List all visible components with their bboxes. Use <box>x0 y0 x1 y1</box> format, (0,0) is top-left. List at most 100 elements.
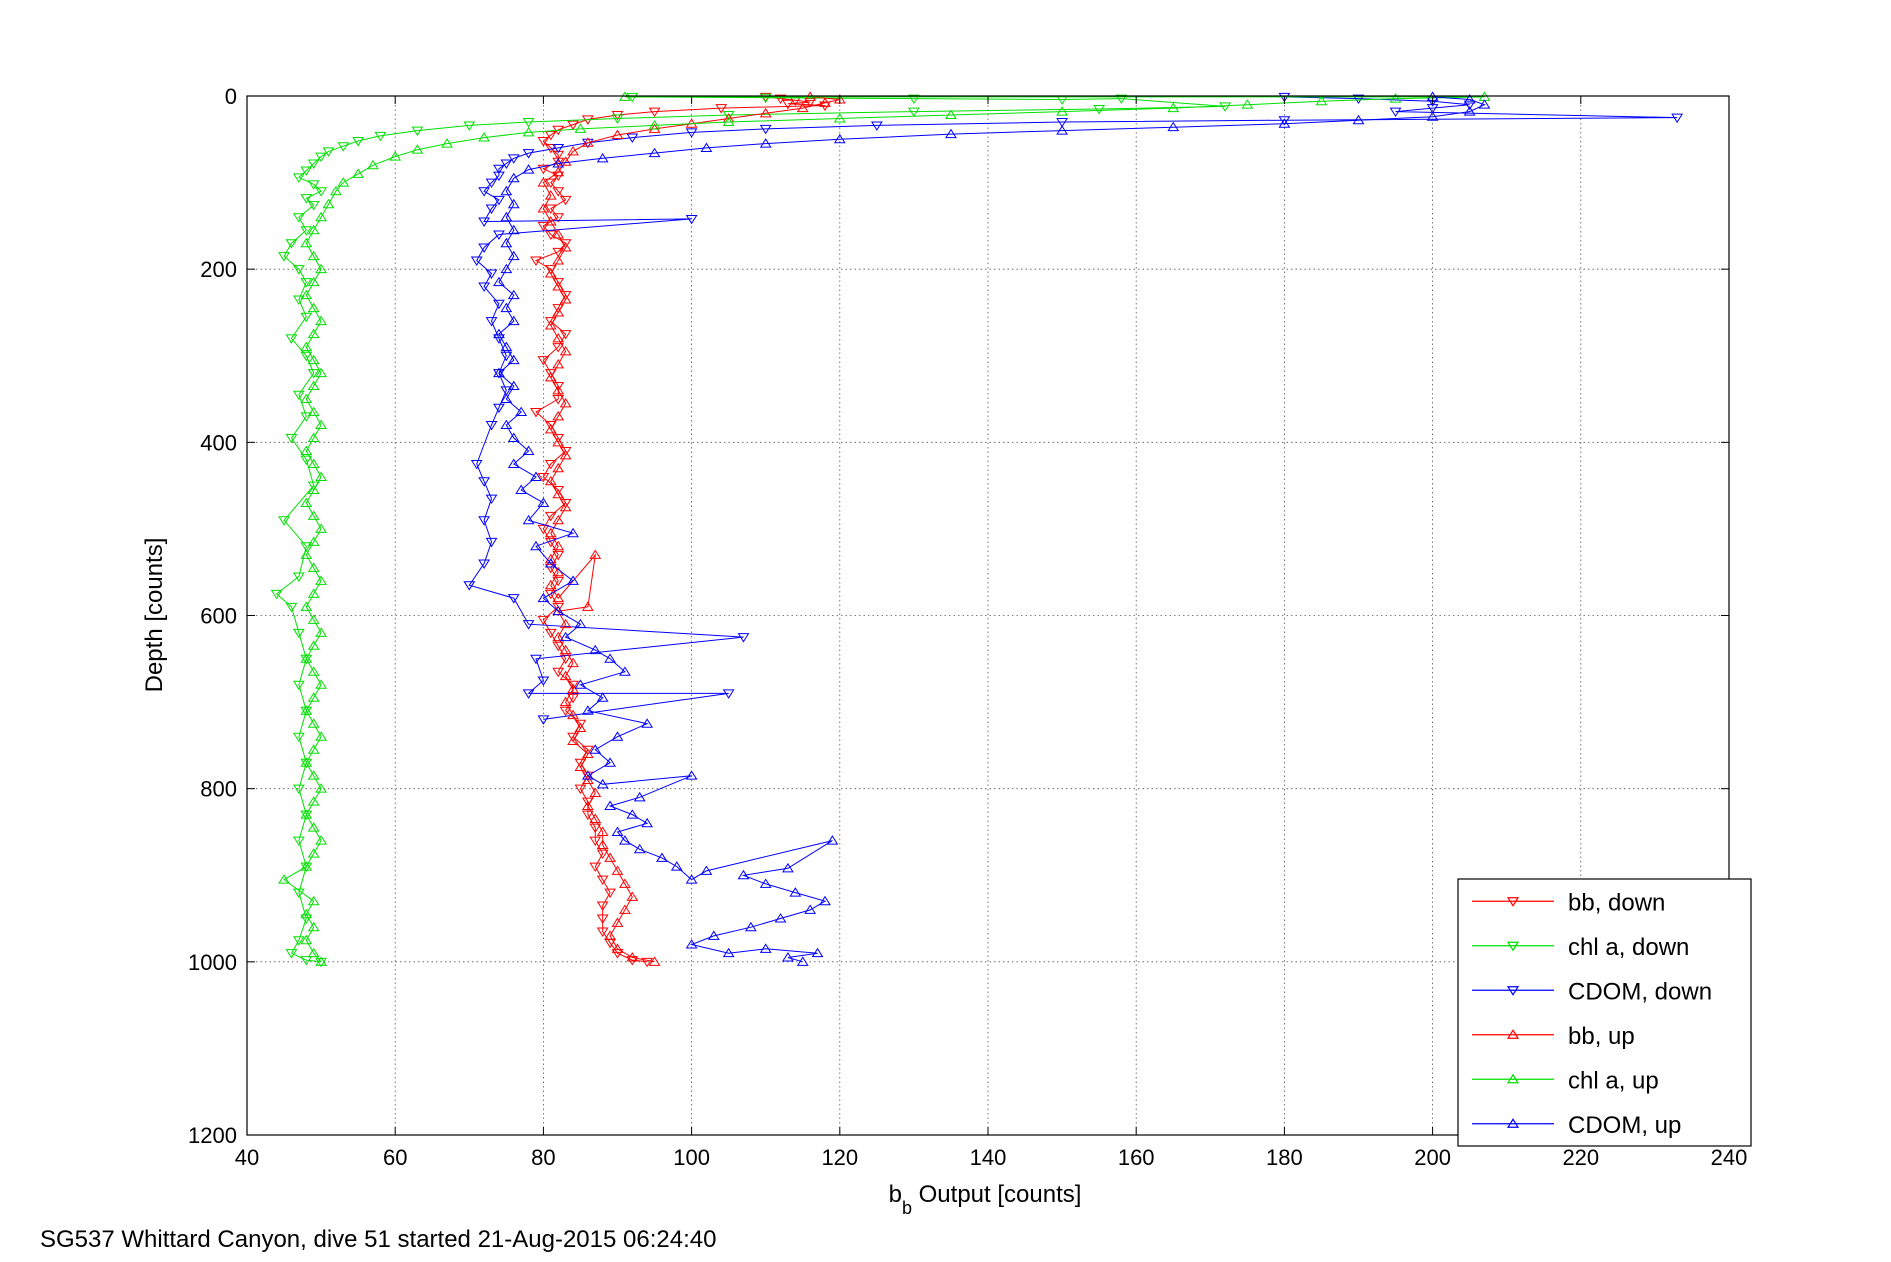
data-point-bb-up <box>552 332 565 343</box>
data-point-chl-a-up <box>300 757 313 767</box>
data-point-cdom-up <box>507 172 520 183</box>
data-point-chl-a-down <box>611 114 624 124</box>
data-point-cdom-up <box>500 263 513 274</box>
y-tick-label: 0 <box>225 84 237 109</box>
data-point-bb-down <box>774 94 787 105</box>
data-point-bb-down <box>552 150 565 161</box>
data-point-bb-up <box>544 320 557 330</box>
data-point-chl-a-down <box>307 180 320 190</box>
data-point-bb-up <box>537 203 550 213</box>
data-point-cdom-up <box>500 237 513 248</box>
data-point-cdom-up <box>507 224 520 235</box>
data-point-chl-a-down <box>300 956 313 966</box>
data-point-chl-a-up <box>300 445 313 455</box>
data-point-cdom-down <box>722 689 735 699</box>
data-point-chl-a-down <box>285 239 298 249</box>
data-point-chl-a-down <box>907 107 920 118</box>
data-point-chl-a-down <box>722 111 735 121</box>
data-point-chl-a-up <box>315 523 328 533</box>
series-cdom-down <box>463 92 1684 725</box>
axis-ticks: 40 60 80 100 120 140 160 180 200 220 240 0 200 400 600… <box>188 84 1747 1170</box>
data-point-cdom-up <box>819 895 831 906</box>
data-point-bb-up <box>552 540 565 551</box>
data-point-chl-a-down <box>300 226 313 236</box>
data-point-chl-a-down <box>278 516 290 526</box>
data-point-bb-up <box>544 268 557 278</box>
data-point-bb-up <box>581 137 594 147</box>
data-point-chl-a-up <box>648 119 661 130</box>
data-point-bb-up <box>552 229 565 239</box>
data-point-bb-down <box>552 602 565 613</box>
data-point-bb-up <box>544 553 557 564</box>
data-point-chl-a-down <box>278 252 290 262</box>
data-point-bb-up <box>559 670 572 681</box>
data-point-bb-up <box>567 735 579 746</box>
data-point-chl-a-up <box>307 921 320 932</box>
data-point-cdom-down <box>500 386 513 396</box>
data-point-chl-a-down <box>300 758 313 769</box>
data-point-chl-a-up <box>833 113 846 123</box>
data-point-cdom-down <box>500 159 513 169</box>
y-tick-label: 1000 <box>188 950 237 975</box>
data-point-chl-a-up <box>307 562 320 572</box>
data-series <box>270 91 1684 968</box>
data-point-cdom-down <box>522 149 535 159</box>
data-point-chl-a-down <box>292 628 305 639</box>
legend: bb, down chl a, down CDOM, down bb, up chl a… <box>1457 878 1752 1147</box>
data-point-chl-a-down <box>292 680 305 691</box>
data-point-cdom-down <box>485 178 498 189</box>
data-point-cdom-down <box>1278 116 1291 126</box>
data-point-cdom-up <box>1278 118 1291 128</box>
x-tick-label: 160 <box>1118 1145 1155 1170</box>
data-point-chl-a-up <box>574 123 587 133</box>
data-point-chl-a-up <box>300 341 313 352</box>
x-tick-label: 200 <box>1414 1145 1451 1170</box>
data-point-chl-a-up <box>1389 93 1402 103</box>
data-point-cdom-up <box>522 514 535 525</box>
legend-label: bb, up <box>1568 1023 1635 1050</box>
data-point-bb-down <box>567 120 579 131</box>
data-point-chl-a-down <box>1093 104 1106 115</box>
data-point-bb-up <box>619 878 631 888</box>
data-point-bb-down <box>537 472 550 483</box>
data-point-cdom-down <box>485 537 498 548</box>
data-point-bb-down <box>530 256 542 266</box>
series-line-cdom-down <box>468 96 1678 720</box>
data-point-chl-a-up <box>307 432 320 443</box>
data-point-chl-a-down <box>322 147 335 157</box>
x-tick-label: 240 <box>1711 1145 1748 1170</box>
data-point-bb-down <box>596 875 609 886</box>
data-point-cdom-up <box>507 380 520 391</box>
data-point-cdom-down <box>626 133 639 144</box>
data-point-chl-a-down <box>300 312 313 323</box>
data-point-cdom-up <box>589 644 602 655</box>
data-point-chl-a-up <box>307 302 320 313</box>
data-point-bb-up <box>581 601 594 611</box>
data-point-chl-a-up <box>307 354 320 365</box>
data-point-bb-down <box>544 459 557 470</box>
data-point-cdom-down <box>478 187 491 197</box>
data-point-cdom-up <box>945 128 957 139</box>
data-point-cdom-down <box>522 689 535 699</box>
data-point-cdom-down <box>581 138 594 149</box>
data-point-chl-a-down <box>292 784 305 795</box>
data-point-cdom-down <box>478 282 491 292</box>
data-point-chl-a-down <box>292 265 305 275</box>
data-point-cdom-up <box>500 419 513 430</box>
legend-marker <box>1506 1029 1520 1039</box>
data-point-cdom-up <box>707 930 720 940</box>
data-point-bb-up <box>559 501 572 512</box>
data-point-chl-a-up <box>522 126 535 137</box>
data-point-bb-up <box>552 358 565 369</box>
data-point-cdom-down <box>537 676 550 686</box>
data-point-chl-a-down <box>285 602 298 613</box>
data-point-chl-a-up <box>337 177 350 187</box>
data-point-chl-a-down <box>292 213 305 223</box>
data-point-bb-down <box>596 914 609 924</box>
data-point-bb-down <box>537 524 550 535</box>
data-point-bb-up <box>559 242 572 252</box>
data-point-cdom-up <box>507 289 520 300</box>
data-point-chl-a-down <box>300 412 313 422</box>
data-point-cdom-up <box>507 250 520 261</box>
data-point-cdom-up <box>1352 114 1365 125</box>
